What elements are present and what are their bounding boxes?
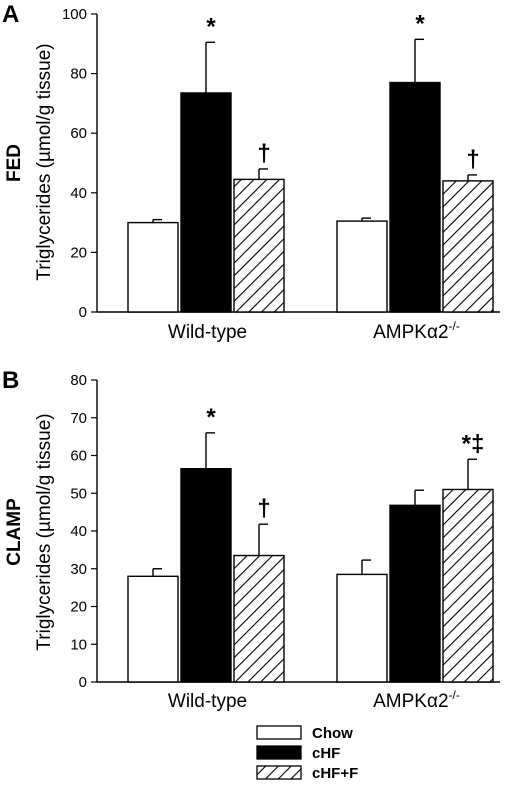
significance-marker: *‡ — [462, 430, 485, 457]
legend-label: Chow — [312, 725, 353, 742]
significance-marker: * — [415, 10, 425, 37]
y-tick-label: 80 — [70, 66, 87, 83]
significance-marker: * — [206, 404, 216, 431]
y-tick-label: 0 — [79, 674, 87, 691]
panel-letter: A — [2, 1, 19, 28]
bar-chf-f — [442, 180, 494, 313]
legend: Chow cHF cHF+F — [256, 725, 358, 782]
y-tick-label: 50 — [70, 485, 87, 502]
bar-chow — [127, 221, 179, 313]
bar-chow — [336, 220, 388, 313]
bar-chf-f — [233, 554, 285, 683]
significance-marker: † — [257, 140, 270, 167]
y-tick-label: 40 — [70, 523, 87, 540]
legend-swatch — [256, 725, 302, 740]
significance-marker: † — [257, 495, 270, 522]
y-tick-label: 40 — [70, 185, 87, 202]
condition-label: FED — [4, 144, 25, 182]
bar-chf — [180, 468, 232, 683]
y-tick-label: 60 — [70, 448, 87, 465]
condition-label: CLAMP — [4, 498, 25, 566]
bar-chf-f — [233, 178, 285, 313]
x-category-label: AMPKα2-/- — [373, 688, 460, 712]
bar-chf — [180, 92, 232, 313]
significance-marker: * — [206, 13, 216, 40]
panel-a: A FED Triglycerides (µmol/g tissue) 0 20 40 60… — [2, 1, 500, 343]
x-category-label: Wild-type — [168, 322, 247, 343]
y-tick-label: 30 — [70, 561, 87, 578]
y-tick-label: 70 — [70, 410, 87, 427]
x-category-label: Wild-type — [168, 691, 247, 712]
legend-swatch — [256, 765, 302, 780]
legend-swatch — [256, 745, 302, 760]
y-tick-label: 20 — [70, 599, 87, 616]
y-tick-label: 60 — [70, 125, 87, 142]
legend-label: cHF+F — [312, 765, 358, 782]
y-tick-label: 10 — [70, 636, 87, 653]
y-tick-label: 100 — [62, 6, 87, 23]
y-axis-label: Triglycerides (µmol/g tissue) — [34, 43, 55, 280]
x-category-label: AMPKα2-/- — [373, 319, 460, 343]
bar-chf — [389, 504, 441, 683]
y-tick-label: 0 — [79, 304, 87, 321]
bar-chow — [127, 575, 179, 683]
y-tick-label: 80 — [70, 372, 87, 389]
bar-chf — [389, 81, 441, 313]
y-axis-label: Triglycerides (µmol/g tissue) — [34, 413, 55, 650]
significance-marker: † — [466, 146, 479, 173]
panel-letter: B — [2, 367, 19, 394]
bar-chow — [336, 573, 388, 683]
legend-label: cHF — [312, 745, 340, 762]
panel-b: B CLAMP Triglycerides (µmol/g tissue) 0 10 20… — [2, 367, 500, 712]
y-tick-label: 20 — [70, 244, 87, 261]
bar-chf-f — [442, 488, 494, 683]
